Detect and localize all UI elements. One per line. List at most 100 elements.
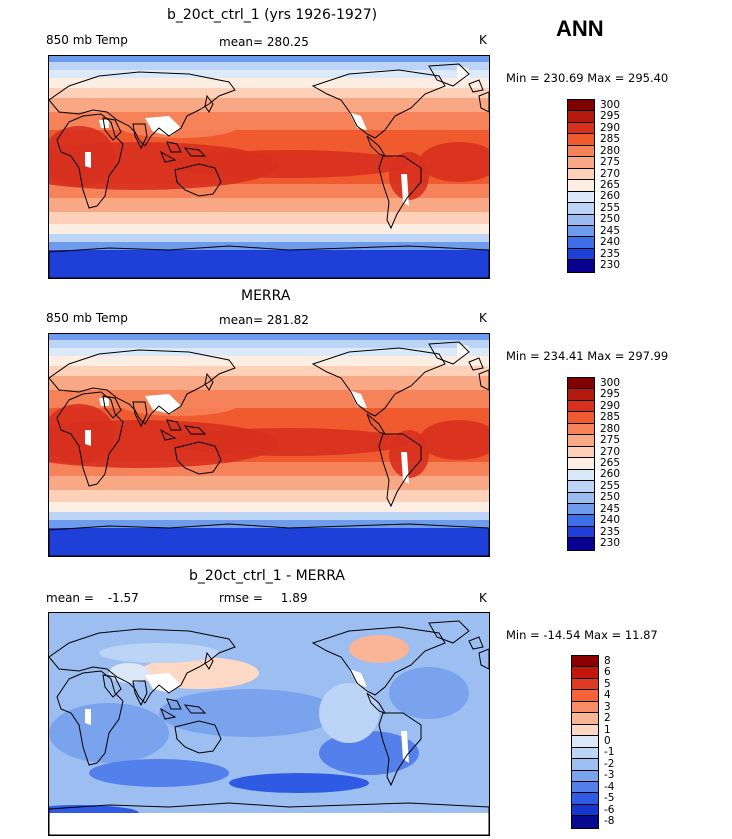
panel-title: b_20ct_ctrl_1 - MERRA <box>189 568 345 584</box>
colorbar-swatch <box>568 203 594 215</box>
colorbar-swatch <box>572 701 598 714</box>
min-label: Min = <box>506 349 540 363</box>
coastline <box>311 69 446 139</box>
coastline <box>311 347 446 417</box>
mean-value: -1.57 <box>107 591 139 605</box>
colorbar-swatch <box>572 724 598 737</box>
colorbar-tick-label: 3 <box>604 700 611 713</box>
min-label: Min = <box>506 628 540 642</box>
temperature-region <box>389 430 429 478</box>
temperature-band <box>49 234 489 242</box>
max-label: Max = <box>587 349 625 363</box>
difference-region <box>349 635 409 663</box>
colorbar-swatch <box>568 538 594 550</box>
temperature-band <box>49 56 489 62</box>
coastline <box>132 123 148 150</box>
temperature-band <box>49 242 489 250</box>
variable-label: 850 mb Temp <box>46 33 128 47</box>
temperature-band <box>49 512 489 520</box>
min-max-label: Min = 230.69 Max = 295.40 <box>506 71 668 85</box>
mean-label: mean= <box>219 313 264 327</box>
season-label: ANN <box>556 16 604 41</box>
coastline <box>174 720 222 754</box>
colorbar-tick-label: 230 <box>600 259 621 272</box>
temperature-band <box>49 224 489 234</box>
colorbar-swatch <box>572 793 598 805</box>
max-label: Max = <box>584 628 622 642</box>
coastline <box>174 163 222 197</box>
missing-data-region <box>85 430 91 446</box>
temperature-band <box>49 528 489 556</box>
min-max-label: Min = 234.41 Max = 297.99 <box>506 349 668 363</box>
coastline <box>132 680 148 707</box>
colorbar-tick-label: 265 <box>600 457 621 469</box>
colorbar-tick-label: -5 <box>604 792 615 805</box>
colorbar <box>567 377 595 551</box>
map-plot <box>49 613 489 835</box>
colorbar-tick-label: 235 <box>600 525 621 538</box>
colorbar-swatch <box>572 690 598 702</box>
unit-label: K <box>479 33 487 47</box>
difference-region <box>109 663 149 683</box>
min-value: 234.41 <box>543 349 584 363</box>
missing-data-region <box>349 669 367 687</box>
temperature-region <box>419 142 489 182</box>
missing-data-region <box>85 152 91 168</box>
min-value: -14.54 <box>543 628 581 642</box>
colorbar-swatch <box>568 225 594 238</box>
colorbar-swatch <box>572 678 598 691</box>
colorbar-tick-label: 285 <box>600 411 621 424</box>
max-label: Max = <box>587 71 625 85</box>
colorbar-tick-label: 300 <box>600 376 621 389</box>
colorbar-tick-label: 0 <box>604 735 611 747</box>
coastline <box>56 670 124 766</box>
colorbar-tick-label: 270 <box>600 167 621 180</box>
map-plot <box>49 56 489 278</box>
missing-data-region <box>145 394 181 414</box>
colorbar-tick-label: 280 <box>600 144 621 157</box>
colorbar-tick-label: 280 <box>600 422 621 435</box>
coastline <box>378 433 422 508</box>
coastline <box>49 349 236 425</box>
colorbar-tick-label: 240 <box>600 514 621 527</box>
coastline <box>102 117 122 141</box>
coastline <box>174 441 222 475</box>
coastline <box>468 79 489 113</box>
coastline <box>132 401 148 428</box>
coastline <box>160 141 207 163</box>
colorbar-swatch <box>572 713 598 725</box>
coastline <box>49 628 236 704</box>
temperature-band <box>49 490 489 502</box>
temperature-band <box>49 212 489 224</box>
temperature-band <box>49 502 489 512</box>
difference-region <box>319 683 379 743</box>
colorbar-tick-label: -1 <box>604 746 615 759</box>
colorbar-swatch <box>568 435 594 447</box>
colorbar-tick-label: 5 <box>604 677 611 690</box>
colorbar-swatch <box>568 134 594 146</box>
colorbar-swatch <box>568 248 594 261</box>
temperature-band <box>49 520 489 528</box>
mean-label: mean = <box>46 591 94 605</box>
colorbar-tick-label: 265 <box>600 179 621 191</box>
temperature-band <box>49 78 489 88</box>
coastline <box>428 63 470 87</box>
temperature-region <box>389 152 429 200</box>
colorbar-tick-label: 250 <box>600 213 621 226</box>
colorbar-labels: 300 295 290 285 280 275 270 265 260 255 250 245 240 2… <box>600 377 640 549</box>
colorbar-tick-label: -8 <box>604 815 615 828</box>
mean-stat: mean= 281.82 <box>219 313 309 327</box>
colorbar-swatch <box>568 515 594 527</box>
colorbar-swatch <box>568 412 594 424</box>
colorbar-tick-label: 245 <box>600 502 621 515</box>
map-panel <box>48 333 490 557</box>
colorbar-swatch <box>572 747 598 760</box>
temperature-band <box>49 88 489 98</box>
missing-data-region <box>457 66 469 78</box>
colorbar-swatch <box>572 656 598 668</box>
map-plot <box>49 334 489 556</box>
colorbar-swatch <box>572 770 598 782</box>
coastline <box>160 698 207 720</box>
missing-data-region <box>145 116 181 136</box>
colorbar-swatch <box>568 214 594 226</box>
